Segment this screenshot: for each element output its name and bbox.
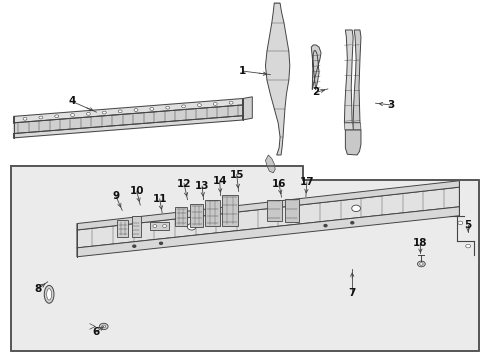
Text: 7: 7 [348,288,356,297]
Ellipse shape [419,263,423,265]
Polygon shape [191,204,203,227]
Circle shape [229,101,233,104]
Polygon shape [267,200,282,221]
Ellipse shape [417,261,425,267]
Text: 16: 16 [272,179,286,189]
Circle shape [160,242,163,244]
Text: 9: 9 [112,191,120,201]
Text: 3: 3 [388,100,395,110]
Circle shape [187,224,196,230]
Circle shape [166,106,170,109]
Text: 17: 17 [299,177,314,187]
Circle shape [324,225,327,227]
Polygon shape [14,99,243,123]
Circle shape [39,116,43,119]
Polygon shape [77,207,460,257]
Polygon shape [353,123,361,130]
Text: 12: 12 [177,179,192,189]
Circle shape [23,117,27,120]
Circle shape [197,104,201,107]
Circle shape [458,221,463,225]
Text: 1: 1 [239,66,246,76]
Text: 2: 2 [312,87,319,98]
Circle shape [271,214,280,221]
Polygon shape [14,116,243,138]
Circle shape [163,225,167,228]
Circle shape [71,114,74,116]
Circle shape [133,245,136,247]
Polygon shape [14,105,243,134]
Ellipse shape [99,323,108,330]
Text: 13: 13 [195,181,209,191]
Polygon shape [345,130,361,155]
Polygon shape [285,199,298,222]
Circle shape [351,222,354,224]
Polygon shape [11,166,479,351]
Polygon shape [266,3,290,155]
Polygon shape [266,155,275,173]
Polygon shape [150,222,170,230]
Polygon shape [175,207,187,226]
Text: 15: 15 [229,170,244,180]
Ellipse shape [102,325,106,328]
Polygon shape [243,97,252,120]
Circle shape [55,115,59,118]
Polygon shape [77,187,460,248]
Circle shape [213,103,217,105]
Text: 18: 18 [413,238,428,248]
Polygon shape [77,181,460,230]
Circle shape [86,112,90,115]
Ellipse shape [47,289,51,300]
Polygon shape [311,45,321,90]
Text: 8: 8 [34,284,42,294]
Polygon shape [117,220,128,237]
Polygon shape [205,200,220,226]
Circle shape [118,110,122,113]
Text: 4: 4 [68,96,76,107]
Circle shape [134,109,138,112]
Circle shape [352,205,361,212]
Text: 11: 11 [152,194,167,204]
Text: 5: 5 [465,220,472,230]
Polygon shape [344,30,353,123]
Text: 6: 6 [93,327,100,337]
Polygon shape [353,30,361,123]
Text: 14: 14 [212,176,227,186]
Polygon shape [221,195,238,226]
Circle shape [150,107,154,110]
Circle shape [153,225,157,228]
Ellipse shape [44,285,54,303]
Text: 10: 10 [129,186,144,197]
Polygon shape [344,123,353,130]
Circle shape [466,244,470,248]
Polygon shape [132,216,141,237]
Circle shape [102,111,106,114]
Circle shape [182,105,186,108]
